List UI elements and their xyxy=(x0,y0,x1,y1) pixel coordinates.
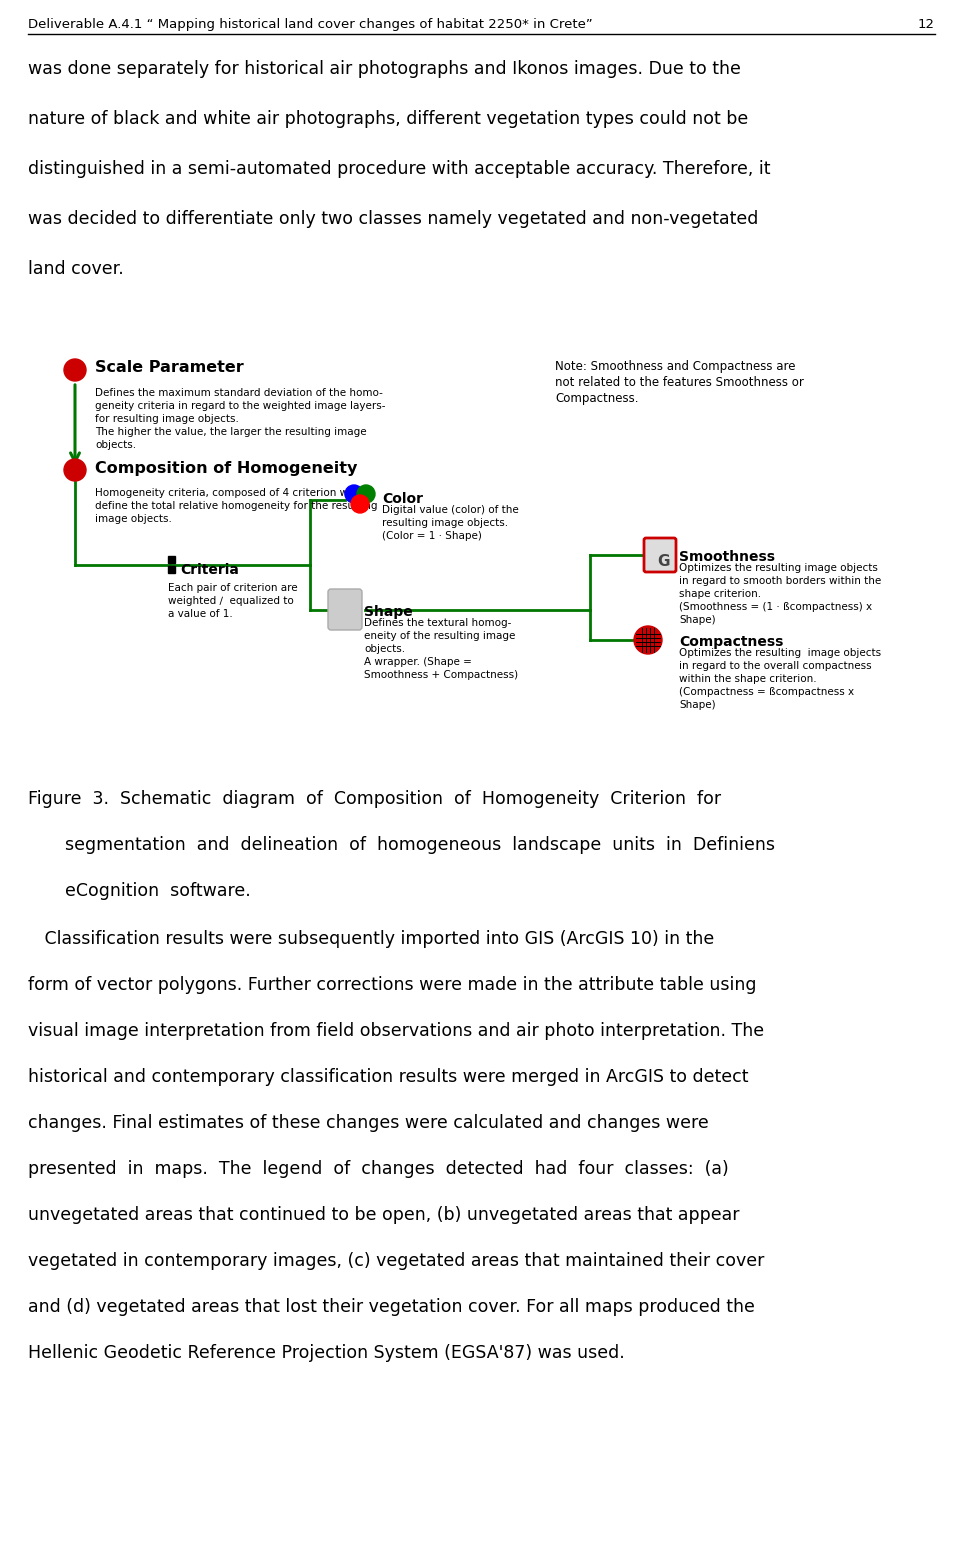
Text: 12: 12 xyxy=(918,19,935,31)
Text: and (d) vegetated areas that lost their vegetation cover. For all maps produced : and (d) vegetated areas that lost their … xyxy=(28,1298,755,1316)
Text: Criteria: Criteria xyxy=(180,563,239,577)
Text: Optimizes the resulting image objects: Optimizes the resulting image objects xyxy=(679,563,877,573)
Text: Composition of Homogeneity: Composition of Homogeneity xyxy=(95,460,357,476)
Text: distinguished in a semi-automated procedure with acceptable accuracy. Therefore,: distinguished in a semi-automated proced… xyxy=(28,160,771,179)
Text: Compactness.: Compactness. xyxy=(555,392,638,406)
Text: weighted ∕  equalized to: weighted ∕ equalized to xyxy=(168,597,294,606)
Text: image objects.: image objects. xyxy=(95,514,172,524)
Text: (Color = 1 · Shape): (Color = 1 · Shape) xyxy=(382,531,482,541)
Text: Optimizes the resulting  image objects: Optimizes the resulting image objects xyxy=(679,648,881,657)
Text: (Compactness = ßcompactness x: (Compactness = ßcompactness x xyxy=(679,687,854,698)
Text: in regard to smooth borders within the: in regard to smooth borders within the xyxy=(679,577,881,586)
Text: Classification results were subsequently imported into GIS (ArcGIS 10) in the: Classification results were subsequently… xyxy=(28,929,714,948)
Text: for resulting image objects.: for resulting image objects. xyxy=(95,413,239,424)
Circle shape xyxy=(351,496,369,513)
Text: Scale Parameter: Scale Parameter xyxy=(95,361,244,376)
Text: Compactness: Compactness xyxy=(679,636,783,650)
Text: not related to the features Smoothness or: not related to the features Smoothness o… xyxy=(555,376,804,388)
Text: changes. Final estimates of these changes were calculated and changes were: changes. Final estimates of these change… xyxy=(28,1114,708,1131)
Text: visual image interpretation from field observations and air photo interpretation: visual image interpretation from field o… xyxy=(28,1023,764,1040)
Bar xyxy=(168,566,175,573)
Text: nature of black and white air photographs, different vegetation types could not : nature of black and white air photograph… xyxy=(28,110,748,127)
Text: The higher the value, the larger the resulting image: The higher the value, the larger the res… xyxy=(95,427,367,437)
Text: Shape: Shape xyxy=(364,605,413,618)
Circle shape xyxy=(345,485,363,503)
Text: Smoothness + Compactness): Smoothness + Compactness) xyxy=(364,670,518,681)
Text: Hellenic Geodetic Reference Projection System (EGSA'87) was used.: Hellenic Geodetic Reference Projection S… xyxy=(28,1344,625,1361)
Text: was done separately for historical air photographs and Ikonos images. Due to the: was done separately for historical air p… xyxy=(28,61,741,78)
Text: Note: Smoothness and Compactness are: Note: Smoothness and Compactness are xyxy=(555,361,796,373)
Text: land cover.: land cover. xyxy=(28,260,124,278)
Circle shape xyxy=(357,485,375,503)
Text: vegetated in contemporary images, (c) vegetated areas that maintained their cove: vegetated in contemporary images, (c) ve… xyxy=(28,1253,764,1270)
Text: unvegetated areas that continued to be open, (b) unvegetated areas that appear: unvegetated areas that continued to be o… xyxy=(28,1206,739,1225)
Text: A wrapper. (Shape =: A wrapper. (Shape = xyxy=(364,657,472,667)
Circle shape xyxy=(64,359,86,381)
Text: form of vector polygons. Further corrections were made in the attribute table us: form of vector polygons. Further correct… xyxy=(28,976,756,995)
Text: a value of 1.: a value of 1. xyxy=(168,609,232,618)
Text: presented  in  maps.  The  legend  of  changes  detected  had  four  classes:  (: presented in maps. The legend of changes… xyxy=(28,1159,729,1178)
Text: segmentation  and  delineation  of  homogeneous  landscape  units  in  Definiens: segmentation and delineation of homogene… xyxy=(65,836,775,855)
Text: Deliverable A.4.1 “ Mapping historical land cover changes of habitat 2250* in Cr: Deliverable A.4.1 “ Mapping historical l… xyxy=(28,19,592,31)
Circle shape xyxy=(634,626,662,654)
Text: Shape): Shape) xyxy=(679,615,715,625)
FancyBboxPatch shape xyxy=(328,589,362,629)
Text: within the shape criterion.: within the shape criterion. xyxy=(679,674,817,684)
Text: eCognition  software.: eCognition software. xyxy=(65,883,251,900)
Text: Color: Color xyxy=(382,493,423,507)
Text: objects.: objects. xyxy=(95,440,136,451)
Text: Figure  3.  Schematic  diagram  of  Composition  of  Homogeneity  Criterion  for: Figure 3. Schematic diagram of Compositi… xyxy=(28,789,721,808)
Text: shape criterion.: shape criterion. xyxy=(679,589,761,598)
Text: define the total relative homogeneity for the resulting: define the total relative homogeneity fo… xyxy=(95,500,377,511)
Text: Defines the maximum standard deviation of the homo-: Defines the maximum standard deviation o… xyxy=(95,388,383,398)
FancyBboxPatch shape xyxy=(644,538,676,572)
Text: (Smoothness = (1 · ßcompactness) x: (Smoothness = (1 · ßcompactness) x xyxy=(679,601,872,612)
Text: eneity of the resulting image: eneity of the resulting image xyxy=(364,631,516,640)
Text: Homogeneity criteria, composed of 4 criterion which: Homogeneity criteria, composed of 4 crit… xyxy=(95,488,371,497)
Text: Shape): Shape) xyxy=(679,699,715,710)
Text: resulting image objects.: resulting image objects. xyxy=(382,517,508,528)
Text: objects.: objects. xyxy=(364,643,405,654)
Circle shape xyxy=(64,458,86,482)
Text: Digital value (color) of the: Digital value (color) of the xyxy=(382,505,518,514)
Text: historical and contemporary classification results were merged in ArcGIS to dete: historical and contemporary classificati… xyxy=(28,1068,749,1086)
Text: Smoothness: Smoothness xyxy=(679,550,775,564)
Bar xyxy=(168,556,175,563)
Text: was decided to differentiate only two classes namely vegetated and non-vegetated: was decided to differentiate only two cl… xyxy=(28,210,758,228)
Text: G: G xyxy=(657,553,669,569)
Text: geneity criteria in regard to the weighted image layers-: geneity criteria in regard to the weight… xyxy=(95,401,386,410)
Text: Defines the textural homog-: Defines the textural homog- xyxy=(364,618,512,628)
Text: in regard to the overall compactness: in regard to the overall compactness xyxy=(679,660,872,671)
Text: Each pair of criterion are: Each pair of criterion are xyxy=(168,583,298,594)
